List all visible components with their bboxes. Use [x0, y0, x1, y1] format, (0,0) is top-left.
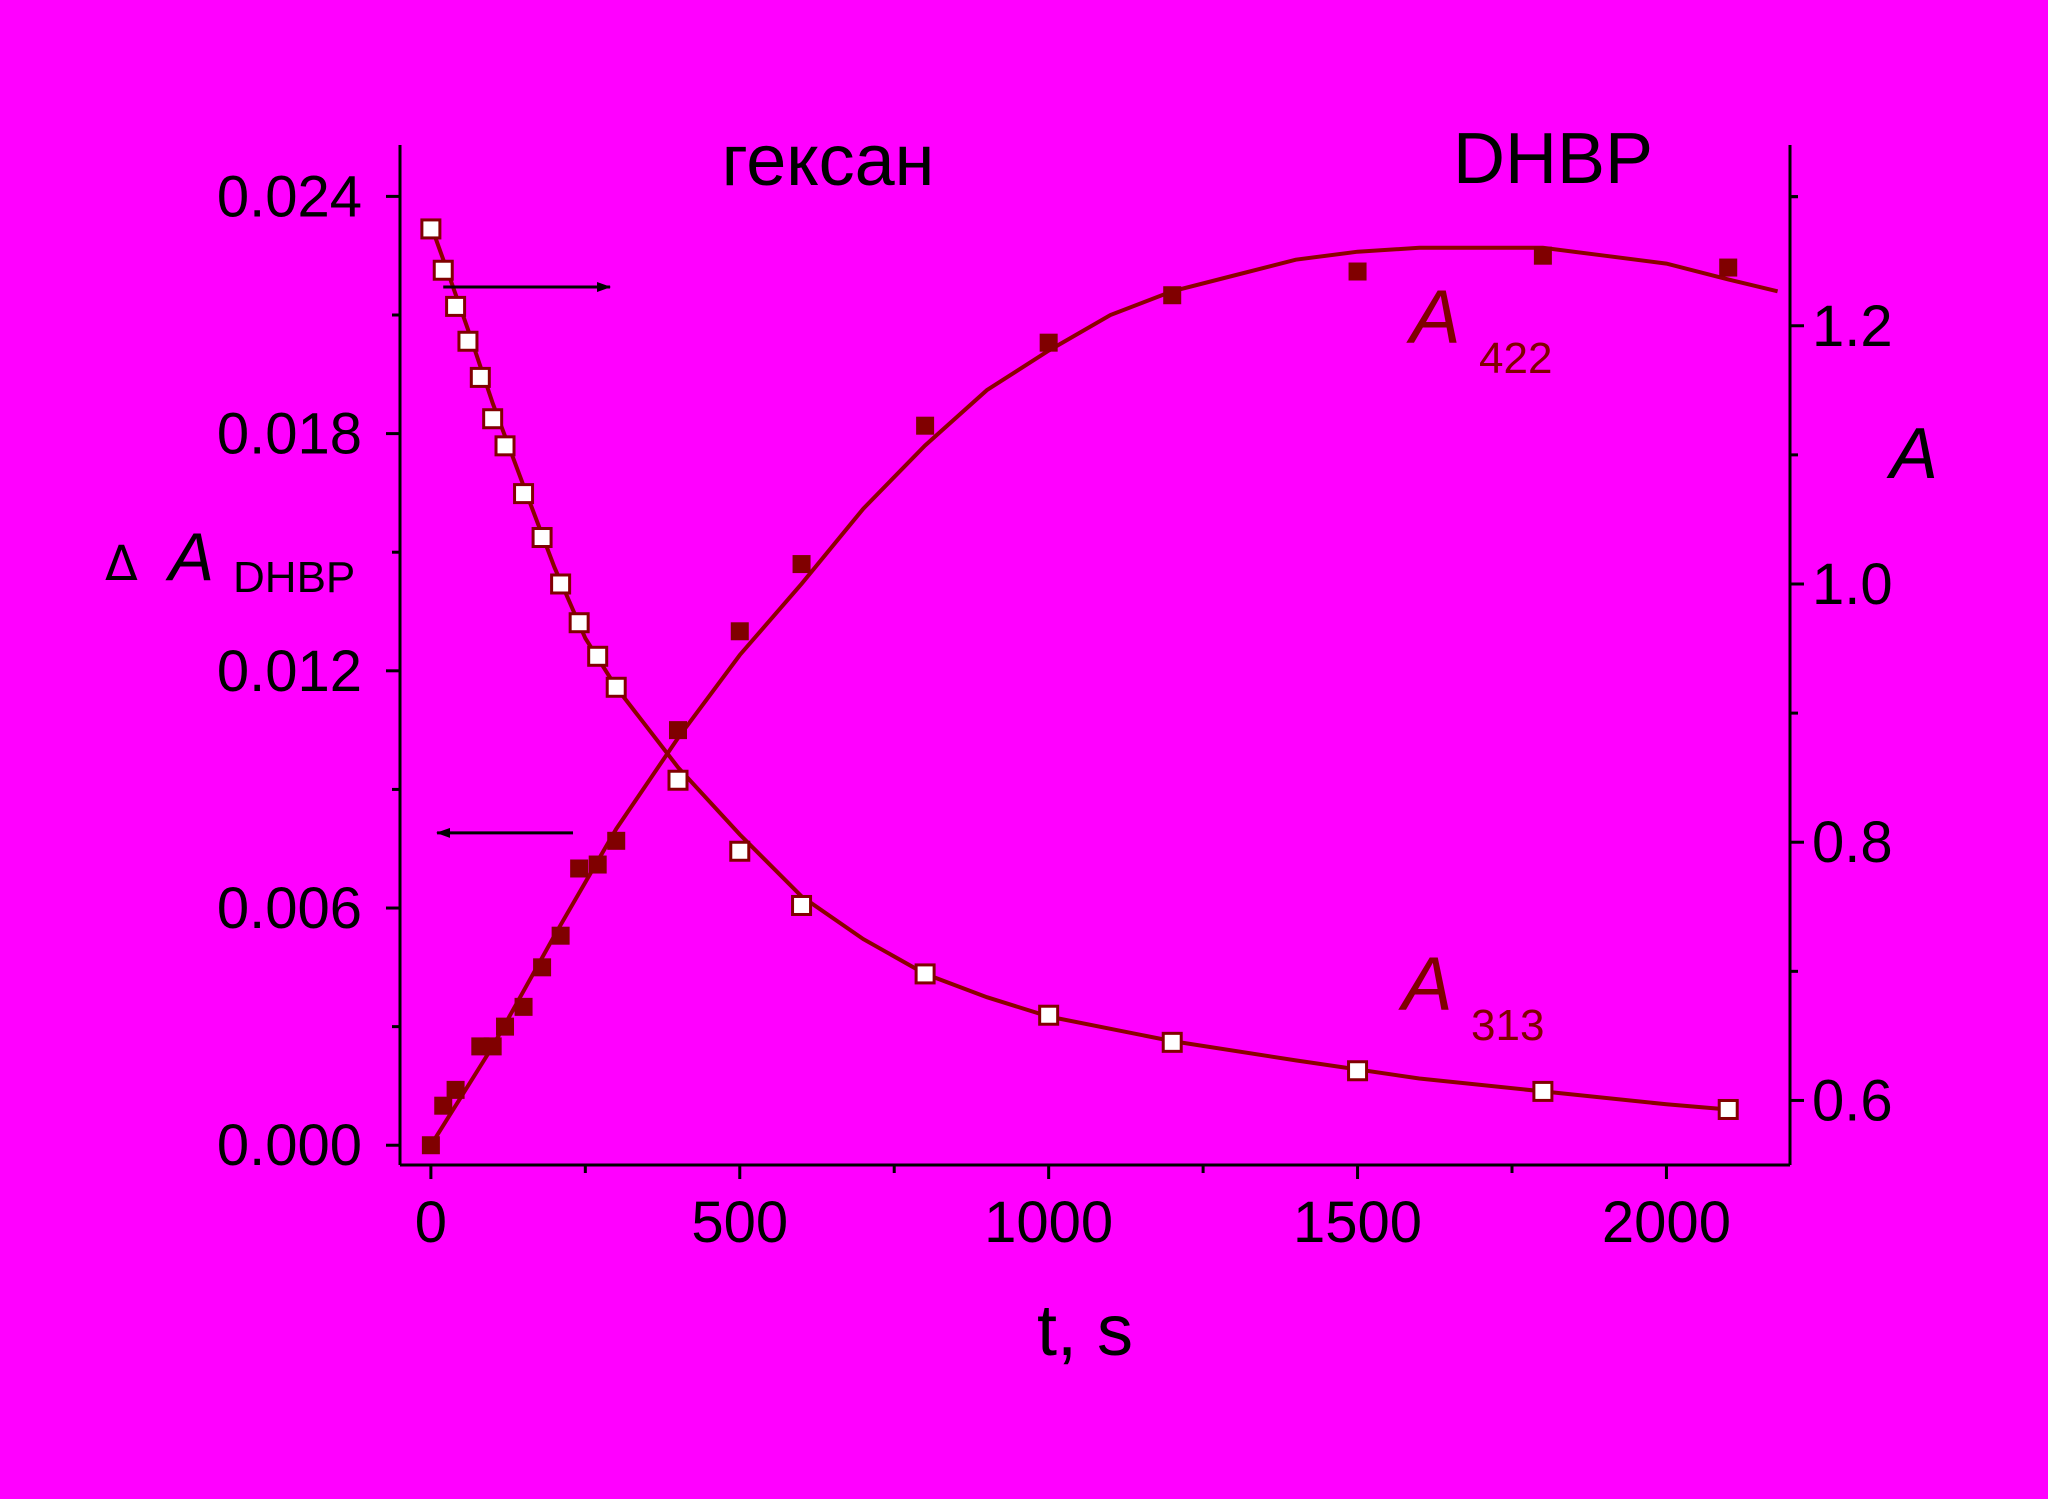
x-tick-label: 0: [415, 1190, 447, 1255]
series-label-a422-sub: 422: [1479, 334, 1552, 383]
y-right-tick-label: 0.6: [1812, 1068, 1893, 1133]
data-point-series-1: [513, 483, 535, 505]
x-tick-label: 2000: [1602, 1190, 1731, 1255]
x-tick-label: 1000: [984, 1190, 1113, 1255]
data-point-series-0: [916, 416, 935, 435]
data-point-series-0: [1533, 246, 1552, 265]
y-right-tick-label: 0.8: [1812, 810, 1893, 875]
data-point-series-0: [446, 1080, 465, 1099]
y-left-tick-label: 0.012: [217, 639, 362, 704]
data-point-series-0: [496, 1017, 515, 1036]
data-point-series-1: [605, 676, 627, 698]
data-point-series-0: [1039, 333, 1058, 352]
data-point-series-0: [792, 555, 811, 574]
data-point-series-0: [483, 1037, 502, 1056]
data-point-series-1: [1347, 1060, 1369, 1082]
data-point-series-1: [445, 295, 467, 317]
data-point-series-0: [570, 859, 589, 878]
axes: 0 500 1000 1500 2000 0.000 0.006 0.012 0.018 0.02…: [217, 145, 1893, 1255]
data-point-series-1: [457, 330, 479, 352]
y-left-tick-label: 0.006: [217, 876, 362, 941]
data-point-series-0: [730, 622, 749, 641]
y-left-title-main: A: [165, 519, 214, 595]
data-point-series-0: [514, 997, 533, 1016]
data-point-series-0: [551, 926, 570, 945]
axis-arrows: [436, 282, 612, 838]
data-point-series-1: [1038, 1004, 1060, 1026]
y-left-tick-label: 0.018: [217, 402, 362, 467]
data-point-series-1: [667, 769, 689, 791]
data-point-series-0: [421, 1136, 440, 1155]
series-label-a313: A 313: [1398, 942, 1544, 1050]
y-left-title-prefix: Δ: [105, 536, 138, 592]
x-tick-label: 1500: [1293, 1190, 1422, 1255]
data-point-series-1: [469, 366, 491, 388]
y-right-axis-title: A: [1886, 414, 1938, 494]
data-point-series-1: [420, 218, 442, 240]
solvent-annotation: гексан: [722, 121, 935, 201]
data-point-series-1: [482, 408, 504, 430]
y-right-tick-label: 1.0: [1812, 552, 1893, 617]
data-point-series-0: [1348, 262, 1367, 281]
data-point-series-0: [1163, 286, 1182, 305]
data-point-series-1: [729, 840, 751, 862]
data-point-series-0: [1719, 258, 1738, 277]
data-markers: [420, 218, 1739, 1155]
y-left-axis-title: Δ A DHBP: [105, 519, 355, 602]
data-point-series-1: [432, 259, 454, 281]
data-point-series-0: [533, 958, 552, 977]
x-axis-title: t, s: [1037, 1291, 1133, 1371]
data-point-series-0: [588, 855, 607, 874]
x-tick-label: 500: [691, 1190, 788, 1255]
series-label-a313-main: A: [1398, 942, 1450, 1027]
data-point-series-1: [1161, 1031, 1183, 1053]
data-point-series-1: [1717, 1098, 1739, 1120]
data-point-series-1: [1532, 1080, 1554, 1102]
data-point-series-1: [531, 527, 553, 549]
y-left-tick-label: 0.000: [217, 1113, 362, 1178]
data-point-series-1: [587, 645, 609, 667]
data-point-series-1: [550, 573, 572, 595]
data-point-series-1: [914, 963, 936, 985]
data-point-series-0: [607, 831, 626, 850]
data-point-series-1: [494, 435, 516, 457]
data-point-series-1: [791, 894, 813, 916]
series-label-a422-main: A: [1406, 275, 1458, 360]
y-left-tick-label: 0.024: [217, 164, 362, 229]
fit-curves: [429, 224, 1779, 1147]
data-point-series-0: [434, 1096, 453, 1115]
data-point-series-0: [669, 721, 687, 740]
y-left-title-sub: DHBP: [233, 553, 355, 602]
compound-annotation: DHBP: [1453, 119, 1653, 199]
series-label-a313-sub: 313: [1471, 1001, 1544, 1050]
series-label-a422: A 422: [1406, 275, 1552, 383]
y-right-tick-label: 1.2: [1812, 294, 1893, 359]
data-point-series-1: [568, 612, 590, 634]
fit-curve-series-0: [429, 245, 1779, 1147]
